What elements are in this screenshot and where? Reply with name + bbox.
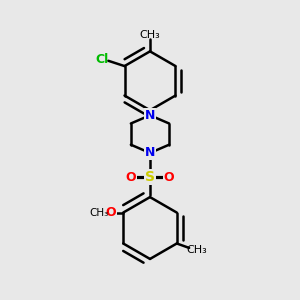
Text: CH₃: CH₃ [186,245,207,255]
Text: Cl: Cl [96,53,109,66]
Text: CH₃: CH₃ [140,30,160,40]
Text: CH₃: CH₃ [89,208,109,218]
Text: O: O [106,206,116,219]
Text: O: O [164,171,175,184]
Text: N: N [145,109,155,122]
Text: N: N [145,146,155,159]
Text: O: O [125,171,136,184]
Text: S: S [145,170,155,184]
